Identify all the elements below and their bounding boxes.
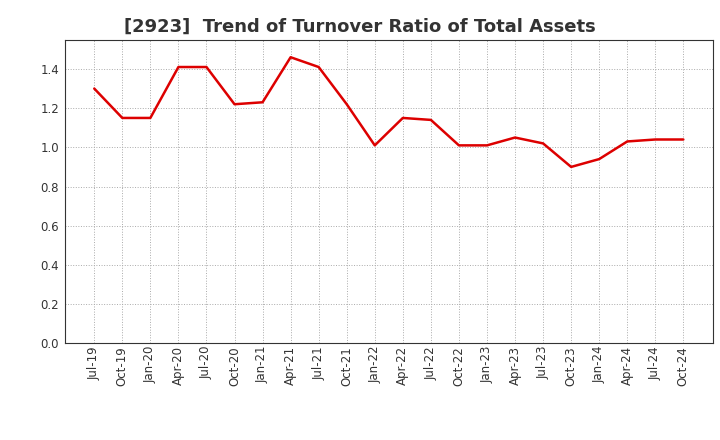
Text: [2923]  Trend of Turnover Ratio of Total Assets: [2923] Trend of Turnover Ratio of Total … [124, 18, 596, 36]
